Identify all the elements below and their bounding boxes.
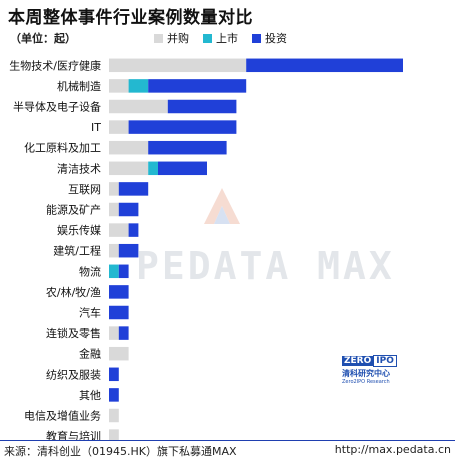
- bar-investment-segment: [109, 305, 129, 320]
- legend-label-investment: 投资: [265, 32, 287, 45]
- legend-label-merger: 并购: [167, 32, 189, 45]
- bar-merger-segment: [109, 140, 149, 155]
- legend-item-merger: 并购: [154, 30, 189, 46]
- bar-listing-segment: [128, 79, 149, 93]
- bar-investment-segment: [118, 326, 129, 340]
- bar-merger-segment: [109, 120, 129, 134]
- bar-merger-segment: [109, 99, 168, 114]
- category-label: 能源及矿产: [46, 203, 101, 217]
- legend-swatch-investment: [252, 33, 261, 43]
- bar-merger-segment: [109, 58, 247, 73]
- bar-listing-segment: [109, 264, 119, 279]
- category-label: 化工原料及加工: [24, 141, 101, 155]
- bar-merger-segment: [109, 161, 149, 176]
- brand-name-en: Zero2IPO Research: [342, 379, 390, 385]
- category-label: 建筑/工程: [53, 244, 101, 258]
- source-note: 来源：清科创业（01945.HK）旗下私募通MAX: [4, 445, 237, 458]
- bar-investment-segment: [118, 182, 149, 196]
- bar-merger-segment: [109, 408, 119, 423]
- bar-listing-segment: [148, 161, 158, 176]
- bar-investment-segment: [128, 120, 237, 134]
- bar-merger-segment: [109, 79, 129, 93]
- bar-investment-segment: [109, 388, 119, 402]
- chart-legend: 并购 上市 投资: [154, 30, 287, 46]
- category-label: 连锁及零售: [46, 326, 101, 340]
- bar-investment-segment: [109, 285, 129, 299]
- bar-investment-segment: [109, 367, 119, 382]
- footer-rule: [0, 440, 455, 441]
- category-label: 农/林/牧/渔: [46, 285, 101, 299]
- category-label: 半导体及电子设备: [13, 100, 101, 114]
- legend-swatch-listing: [203, 33, 212, 43]
- category-label: 金融: [79, 347, 101, 361]
- bar-investment-segment: [128, 223, 139, 237]
- legend-item-listing: 上市: [203, 30, 238, 46]
- bar-investment-segment: [118, 202, 139, 217]
- brand-logo: ZERO IPO 清科研究中心 Zero2IPO Research: [342, 355, 397, 385]
- category-label: 物流: [79, 264, 101, 278]
- category-label: 娱乐传媒: [57, 223, 101, 237]
- bar-investment-segment: [118, 264, 129, 279]
- bar-merger-segment: [109, 223, 129, 237]
- bar-merger-segment: [109, 429, 119, 440]
- source-url[interactable]: http://max.pedata.cn: [334, 443, 451, 456]
- category-label: IT: [91, 121, 101, 134]
- category-label: 其他: [79, 389, 101, 402]
- legend-item-investment: 投资: [252, 30, 287, 46]
- bar-merger-segment: [109, 346, 129, 361]
- bar-investment-segment: [167, 99, 237, 114]
- category-label: 互联网: [68, 183, 101, 196]
- category-label: 纺织及服装: [46, 367, 101, 381]
- watermark-text: PEDATA MAX: [136, 244, 395, 288]
- bar-investment-segment: [148, 79, 247, 93]
- category-label: 清洁技术: [57, 162, 101, 175]
- brand-badge-left: ZERO: [342, 356, 374, 366]
- unit-label: （单位：起）: [10, 32, 76, 45]
- bar-merger-segment: [109, 202, 119, 217]
- bar-investment-segment: [158, 161, 207, 176]
- chart-title: 本周整体事件行业案例数量对比: [8, 8, 253, 28]
- bar-investment-segment: [118, 243, 139, 258]
- bar-merger-segment: [109, 182, 119, 196]
- bar-investment-segment: [148, 140, 227, 155]
- brand-badge-right: IPO: [373, 355, 397, 367]
- category-label: 教育与培训: [46, 429, 101, 440]
- category-label: 汽车: [79, 306, 101, 320]
- category-label: 机械制造: [57, 79, 101, 93]
- category-label: 电信及增值业务: [24, 409, 101, 423]
- category-label: 生物技术/医疗健康: [9, 58, 101, 72]
- brand-name-cn: 清科研究中心: [342, 369, 390, 378]
- bar-investment-segment: [246, 58, 403, 73]
- brand-badge: ZERO IPO: [342, 355, 397, 367]
- legend-swatch-merger: [154, 33, 163, 43]
- legend-label-listing: 上市: [216, 32, 238, 45]
- watermark-logo-icon: [204, 188, 240, 224]
- bar-merger-segment: [109, 243, 119, 258]
- footer: 来源：清科创业（01945.HK）旗下私募通MAX http://max.ped…: [0, 443, 455, 459]
- bar-merger-segment: [109, 326, 119, 340]
